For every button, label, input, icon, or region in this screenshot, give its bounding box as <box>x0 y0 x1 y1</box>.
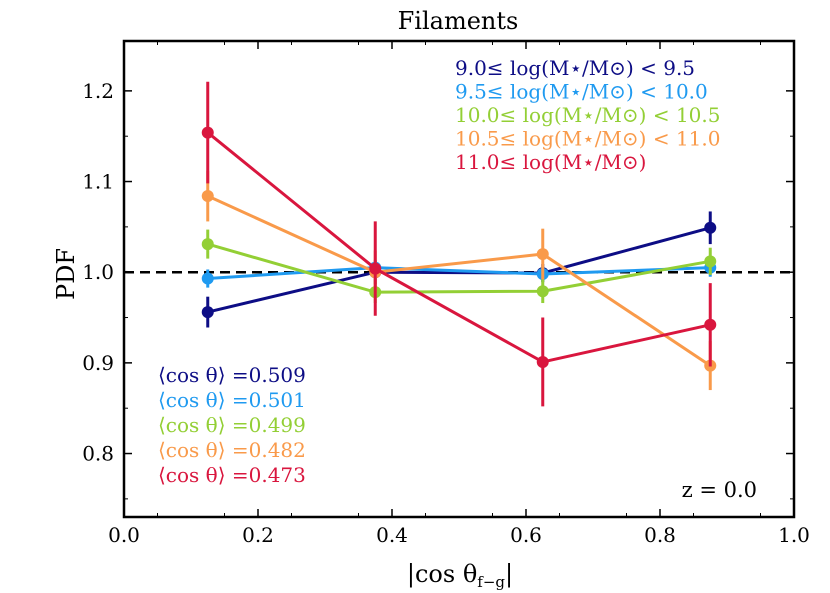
data-point <box>536 355 549 368</box>
series-line <box>206 131 711 364</box>
plot-frame <box>122 39 796 519</box>
data-point <box>536 285 549 298</box>
x-axis-title-main: |cos θ <box>407 560 477 589</box>
y-axis-title-text: PDF <box>52 248 80 300</box>
y-tick-label: 1.2 <box>82 79 114 103</box>
x-axis-title-sub: f−g <box>477 573 505 591</box>
legend-entry: 9.0≤ log(M⋆/M⊙) < 9.5 <box>455 56 695 80</box>
legend-entry: 9.5≤ log(M⋆/M⊙) < 10.0 <box>455 80 708 104</box>
y-tick-label: 1.1 <box>82 170 114 194</box>
x-tick-label: 1.0 <box>778 523 810 547</box>
data-point <box>536 248 549 261</box>
data-point <box>369 262 382 275</box>
x-axis-title: |cos θf−g| <box>407 560 513 591</box>
data-point <box>704 255 717 268</box>
series-line <box>207 266 711 281</box>
mean-cos-label: ⟨cos θ⟩ =0.509 <box>158 363 306 387</box>
legend: 9.0≤ log(M⋆/M⊙) < 9.59.5≤ log(M⋆/M⊙) < 1… <box>455 56 720 174</box>
series-line <box>207 226 711 314</box>
x-tick-label: 0.6 <box>510 523 542 547</box>
y-tick-label: 0.9 <box>82 351 114 375</box>
y-tick-label: 1.0 <box>82 260 114 284</box>
y-axis-title: PDF <box>52 248 80 300</box>
x-axis-title-end: | <box>505 560 513 589</box>
series-line <box>207 194 712 367</box>
x-tick-label: 0.4 <box>376 523 408 547</box>
redshift-label: z = 0.0 <box>682 478 757 502</box>
ticks-group: 0.0 0.2 0.4 0.6 0.8 1.0 0.8 0.9 1.0 1.1 1.2 <box>82 41 810 547</box>
legend-entry: 10.0≤ log(M⋆/M⊙) < 10.5 <box>455 103 720 127</box>
legend-entry: 10.5≤ log(M⋆/M⊙) < 11.0 <box>455 127 720 151</box>
mean-cos-label: ⟨cos θ⟩ =0.499 <box>158 413 306 437</box>
x-tick-label: 0.2 <box>242 523 274 547</box>
series-line <box>207 242 711 294</box>
chart-title: Filaments <box>398 7 519 35</box>
data-point <box>201 272 214 285</box>
mean-cos-label: ⟨cos θ⟩ =0.482 <box>158 438 306 462</box>
data-point <box>201 238 214 251</box>
legend-entry: 11.0≤ log(M⋆/M⊙) <box>455 150 646 174</box>
x-tick-label: 0.8 <box>644 523 676 547</box>
mean-cos-annotations: ⟨cos θ⟩ =0.509⟨cos θ⟩ =0.501⟨cos θ⟩ =0.4… <box>158 363 306 487</box>
mean-cos-label: ⟨cos θ⟩ =0.501 <box>158 388 306 412</box>
data-point <box>704 221 717 234</box>
data-point <box>201 190 214 203</box>
series-group <box>201 81 717 407</box>
series-4 <box>201 81 717 407</box>
y-tick-label: 0.8 <box>82 442 114 466</box>
data-point <box>201 126 214 139</box>
mean-cos-label: ⟨cos θ⟩ =0.473 <box>158 463 306 487</box>
series-3 <box>201 170 717 391</box>
data-point <box>704 318 717 331</box>
x-tick-label: 0.0 <box>108 523 140 547</box>
data-point <box>201 306 214 319</box>
series-2 <box>201 229 717 304</box>
